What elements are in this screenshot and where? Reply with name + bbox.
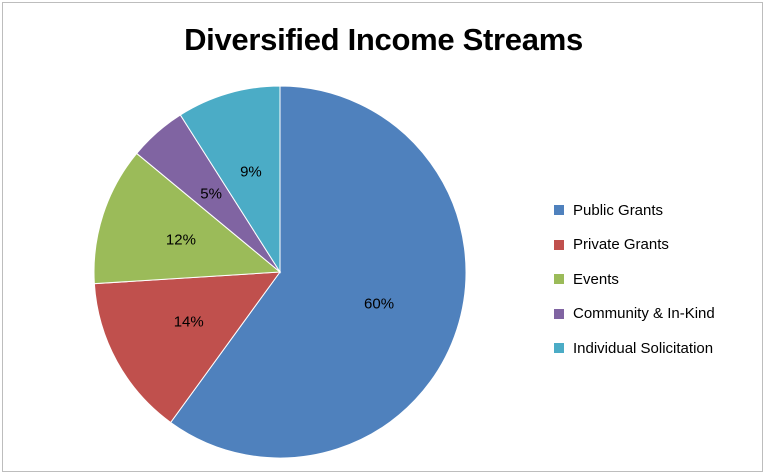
legend-item-community-and-in-kind: Community & In-Kind [554,297,715,332]
legend-label: Individual Solicitation [573,339,714,357]
legend-item-events: Events [554,262,715,297]
data-label-public-grants: 60% [364,296,394,313]
legend-item-individual-solicitation: Individual Solicitation [554,331,715,366]
data-label-events: 12% [166,231,196,248]
pie-slice-individual-solicitation [179,85,281,274]
pie-slice-events [93,152,282,285]
legend-label: Events [573,270,619,288]
legend: Public Grants Private Grants Events Communi… [554,193,715,366]
legend-label: Public Grants [573,201,664,219]
legend-swatch [554,274,564,285]
data-label-individual-solicitation: 9% [240,163,262,180]
legend-item-private-grants: Private Grants [554,228,715,263]
data-label-community-and-in-kind: 5% [200,185,222,202]
legend-swatch [554,308,564,319]
data-label-private-grants: 14% [174,314,204,331]
legend-swatch [554,205,564,216]
pie-slice-private-grants [93,271,282,424]
chart-title: Diversified Income Streams [184,22,583,57]
legend-swatch [554,239,564,250]
legend-item-public-grants: Public Grants [554,193,715,228]
legend-label: Community & In-Kind [573,305,715,323]
pie-slice-public-grants [169,85,467,459]
legend-swatch [554,343,564,354]
legend-label: Private Grants [573,236,669,254]
